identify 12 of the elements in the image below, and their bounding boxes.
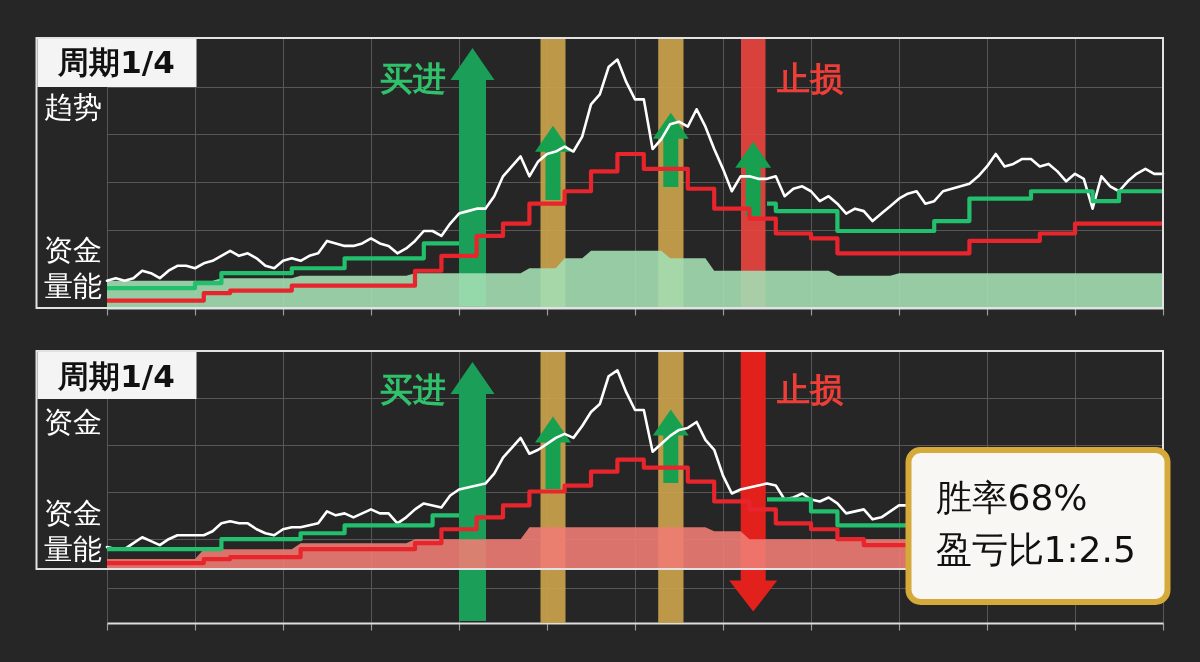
annotation: 买进: [379, 59, 446, 98]
text: 资金量能: [44, 496, 102, 566]
y-axis-title: 资金: [43, 404, 102, 439]
annotation: 止损: [775, 370, 844, 409]
chart-title: 周期1/4: [57, 357, 175, 394]
y-axis-title: 趋势: [43, 90, 102, 124]
text: 资金量能: [44, 233, 102, 303]
chart-title: 周期1/4: [57, 43, 175, 80]
annotation: 盈亏比1:2.5: [935, 529, 1136, 570]
annotation: 胜率68%: [935, 477, 1088, 518]
annotation: 止损: [775, 59, 844, 98]
annotation: 买进: [379, 370, 446, 409]
